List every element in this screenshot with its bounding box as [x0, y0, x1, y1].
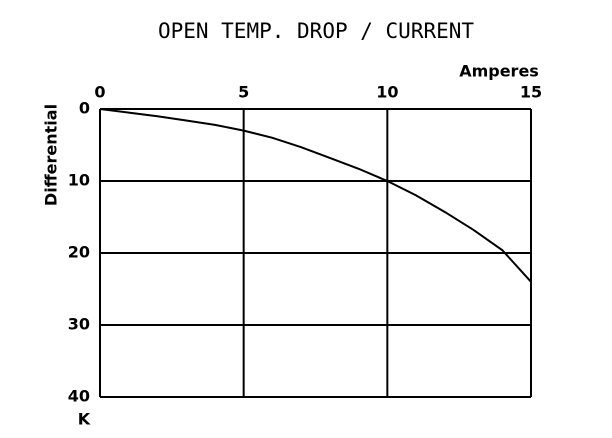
y-tick-label: 40	[68, 387, 90, 406]
y-tick-label: 30	[68, 315, 90, 334]
chart-title: OPEN TEMP. DROP / CURRENT	[158, 19, 474, 43]
y-axis-label: Differential	[42, 104, 61, 206]
y-unit-label: K	[78, 410, 91, 429]
y-tick-label: 0	[79, 99, 90, 118]
y-tick-label: 20	[68, 243, 90, 262]
data-line	[99, 108, 532, 283]
x-tick-label: 5	[238, 83, 249, 102]
x-tick-label: 0	[94, 83, 105, 102]
x-tick-label: 10	[376, 83, 398, 102]
x-axis-label: Amperes	[459, 62, 539, 81]
y-tick-label: 10	[68, 171, 90, 190]
x-tick-label: 15	[520, 83, 542, 102]
